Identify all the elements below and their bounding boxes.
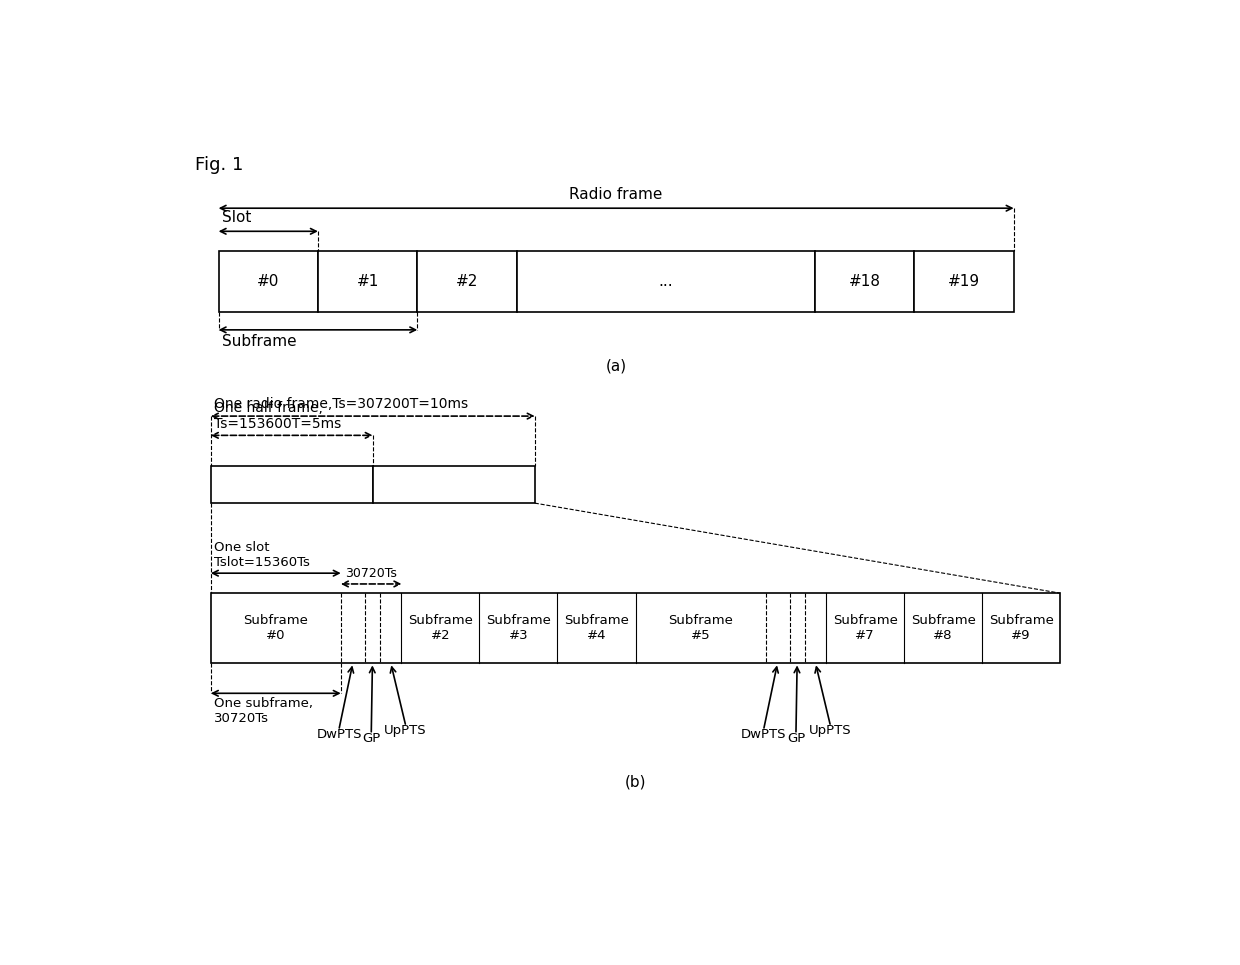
- Text: #0: #0: [257, 274, 279, 289]
- Text: (a): (a): [605, 358, 626, 373]
- Text: #18: #18: [848, 274, 880, 289]
- Bar: [211, 593, 1060, 663]
- Text: DwPTS: DwPTS: [742, 728, 786, 741]
- Text: ...: ...: [658, 274, 673, 289]
- Text: UpPTS: UpPTS: [384, 724, 427, 737]
- Text: #2: #2: [456, 274, 479, 289]
- Text: Subframe: Subframe: [222, 334, 296, 348]
- Text: Subframe
#3: Subframe #3: [486, 614, 551, 642]
- Bar: [914, 251, 1013, 312]
- Text: One half frame,
Ts=153600T=5ms: One half frame, Ts=153600T=5ms: [215, 400, 341, 430]
- Text: Subframe
#2: Subframe #2: [408, 614, 472, 642]
- Text: Radio frame: Radio frame: [569, 187, 663, 202]
- Bar: [517, 251, 815, 312]
- Bar: [218, 251, 317, 312]
- Text: Fig. 1: Fig. 1: [196, 155, 244, 174]
- Text: Subframe
#0: Subframe #0: [243, 614, 309, 642]
- Text: #1: #1: [356, 274, 379, 289]
- Bar: [815, 251, 914, 312]
- Text: Subframe
#4: Subframe #4: [564, 614, 629, 642]
- Text: DwPTS: DwPTS: [316, 728, 362, 741]
- Text: Slot: Slot: [222, 210, 250, 225]
- Text: (b): (b): [625, 774, 646, 789]
- Text: One radio frame,Ts=307200T=10ms: One radio frame,Ts=307200T=10ms: [215, 398, 467, 411]
- Text: UpPTS: UpPTS: [808, 724, 852, 737]
- Bar: [317, 251, 418, 312]
- Bar: [373, 466, 534, 503]
- Bar: [211, 466, 373, 503]
- Text: Subframe
#5: Subframe #5: [668, 614, 733, 642]
- Text: Subframe
#9: Subframe #9: [988, 614, 1054, 642]
- Text: One subframe,
30720Ts: One subframe, 30720Ts: [215, 697, 312, 725]
- Text: #19: #19: [947, 274, 980, 289]
- Text: GP: GP: [362, 731, 381, 745]
- Text: One slot
Tslot=15360Ts: One slot Tslot=15360Ts: [215, 540, 310, 568]
- Text: Subframe
#8: Subframe #8: [910, 614, 976, 642]
- Text: Subframe
#7: Subframe #7: [833, 614, 898, 642]
- Bar: [418, 251, 517, 312]
- Text: GP: GP: [787, 731, 805, 745]
- Text: 30720Ts: 30720Ts: [345, 567, 397, 580]
